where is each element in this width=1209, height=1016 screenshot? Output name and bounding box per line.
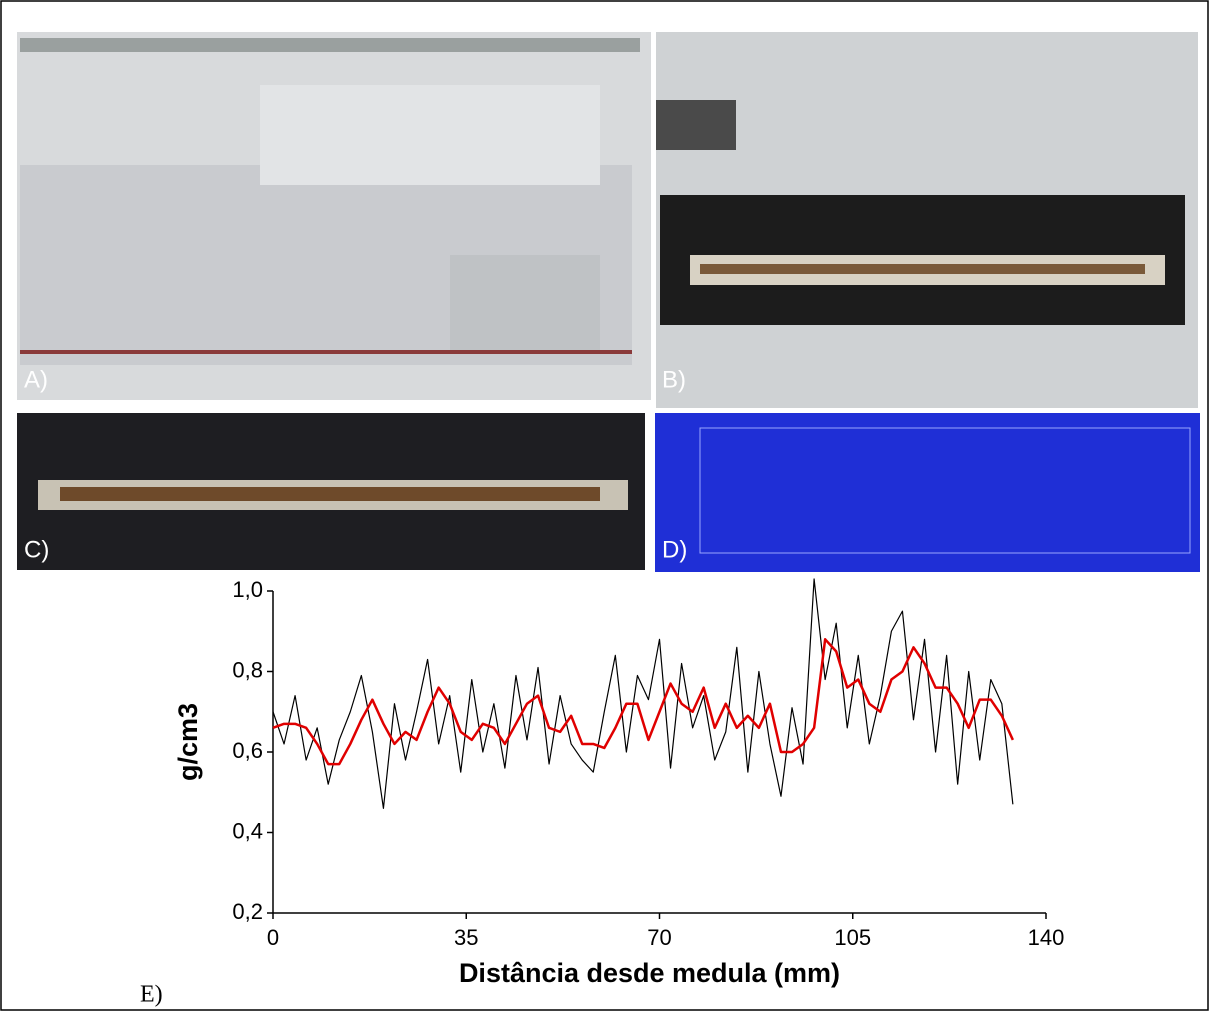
data-line: [272, 578, 1014, 809]
panel-label: E): [140, 982, 163, 1008]
data-line: [272, 638, 1015, 766]
x-tick-label: 70: [647, 925, 671, 950]
x-axis-title: Distância desde medula (mm): [459, 958, 840, 988]
photo-a: A): [17, 32, 651, 400]
y-tick-label: 0,8: [232, 657, 263, 682]
panel-label: B): [662, 366, 686, 393]
y-tick-label: 0,6: [232, 738, 263, 763]
x-tick-label: 140: [1028, 925, 1065, 950]
y-tick-label: 1,0: [232, 577, 263, 602]
panel-label: D): [662, 536, 687, 563]
panel-label: C): [24, 536, 49, 563]
x-tick-label: 105: [834, 925, 871, 950]
photo-d: D): [655, 413, 1200, 572]
y-tick-label: 0,4: [232, 818, 263, 843]
y-tick-label: 0,2: [232, 899, 263, 924]
photo-c: C): [17, 413, 645, 570]
photo-b: B): [656, 32, 1198, 408]
x-tick-label: 0: [267, 925, 279, 950]
x-tick-label: 35: [454, 925, 478, 950]
y-axis-title: g/cm3: [173, 703, 203, 781]
panel-label: A): [24, 366, 48, 393]
